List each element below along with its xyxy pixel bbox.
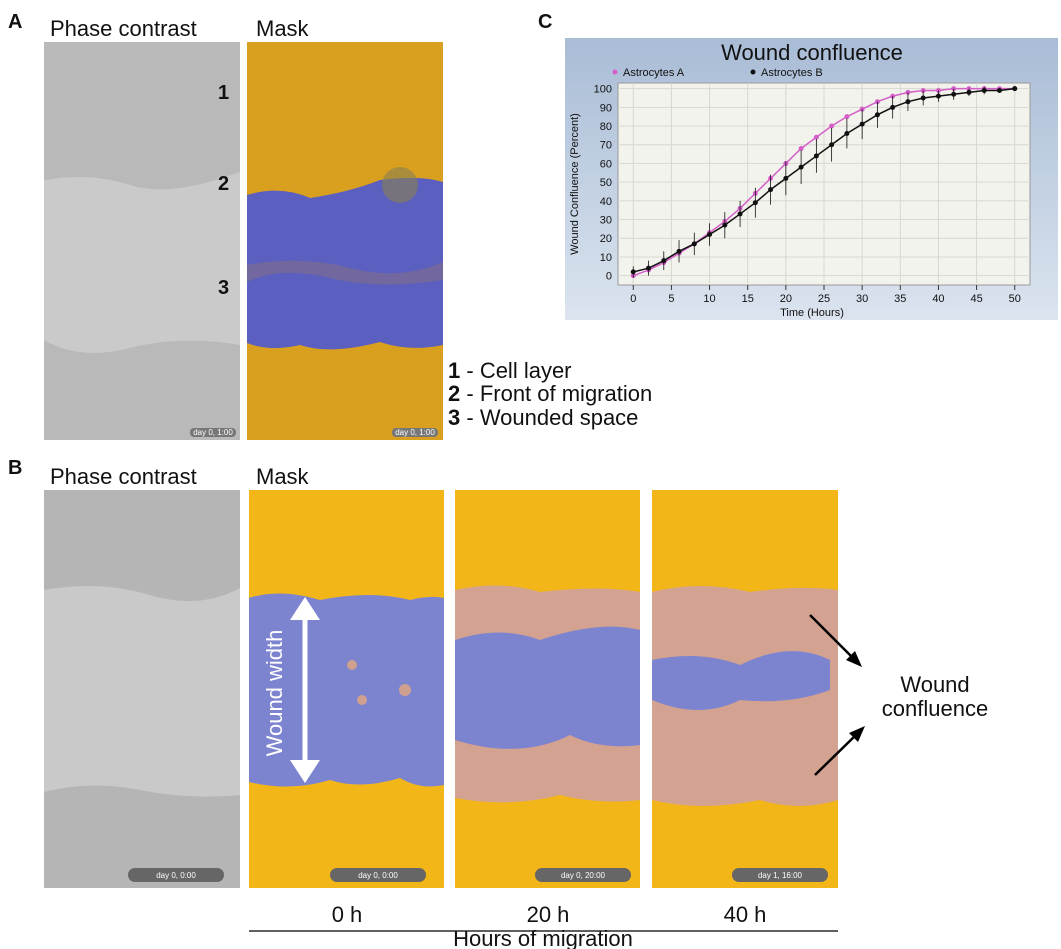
panel-label: B [8,457,22,479]
point [661,258,667,264]
wound-width-arrow [290,597,320,783]
point [844,131,850,136]
timestamp: day 1, 16:00 [758,871,803,880]
point [646,265,652,271]
point [768,187,774,193]
phase-image: day 0, 0:00 [44,490,240,888]
x-tick-label: 30 [856,293,868,305]
point [905,99,911,105]
column-title: Phase contrast [50,464,197,489]
x-tick-label: 0 [630,293,636,305]
y-tick-label: 50 [600,177,612,189]
point [707,232,713,237]
point [844,114,850,120]
point [920,95,926,101]
mask-image: day 1, 16:00 [652,490,838,888]
y-tick-label: 0 [606,271,612,283]
x-tick-label: 20 [780,293,792,305]
x-tick-label: 40 [932,293,944,305]
legend-label: Astrocytes B [761,67,823,79]
point [859,121,865,127]
chart: 0 10 20 30 40 50 60 70 80 90 100 0 5 10 15 20 25 30 35 40 45… [594,67,1030,305]
column-title: Mask [256,464,310,489]
point [874,112,880,118]
x-tick-label: 35 [894,293,906,305]
point [966,89,972,95]
phase-image: day 0, 1:00 [44,42,240,440]
y-tick-label: 20 [600,233,612,245]
point [813,134,819,140]
timestamp: day 0, 20:00 [561,871,606,880]
timestamp: day 0, 0:00 [358,871,398,880]
legend-label: Astrocytes A [623,67,685,79]
point [783,175,789,181]
confluence-arrows [809,614,865,776]
panel-label: A [8,11,22,33]
region-marker: 1 [218,82,229,104]
point [935,93,941,99]
x-axis-label: Time (Hours) [780,307,844,319]
series-line [633,87,1015,273]
point [722,222,728,228]
legend-entry: 2 - Front of migration [448,381,652,406]
y-tick-label: 100 [594,84,612,96]
region-marker: 3 [218,277,229,299]
x-tick-label: 15 [742,293,754,305]
point [829,142,835,148]
point [981,87,987,93]
y-tick-label: 60 [600,158,612,170]
y-tick-label: 90 [600,102,612,114]
timestamp: day 0, 0:00 [156,871,196,880]
x-tick-label: 10 [703,293,715,305]
point [676,248,682,254]
mask-image: day 0, 0:00 [249,490,444,888]
y-axis-label: Wound Confluence (Percent) [569,113,581,255]
hour-label: 40 h [724,902,767,927]
x-tick-label: 5 [668,293,674,305]
column-title: Mask [256,16,310,41]
confluence-label: Wound [900,672,969,697]
y-tick-label: 70 [600,140,612,152]
region-marker: 2 [218,173,229,195]
legend-marker [612,69,618,75]
y-tick-label: 10 [600,252,612,264]
point [798,164,804,170]
x-tick-label: 50 [1009,293,1021,305]
mask-image: day 0, 1:00 [247,42,443,440]
point [829,123,835,129]
point [1012,86,1018,92]
point [752,200,758,206]
point [890,104,896,110]
point [798,145,804,151]
point [951,91,957,97]
point [691,241,697,247]
hour-label: 0 h [332,902,363,927]
wound-width-label: Wound width [262,630,287,757]
timestamp: day 0, 1:00 [395,428,435,437]
legend-entry: 3 - Wounded space [448,405,638,430]
legend-a: 1 - Cell layer 2 - Front of migration 3 … [448,358,652,430]
mask-image: day 0, 20:00 [455,490,640,888]
hour-label: 20 h [527,902,570,927]
panel-label: C [538,11,552,33]
point [813,153,819,159]
y-tick-label: 40 [600,196,612,208]
y-tick-label: 30 [600,215,612,227]
point [737,211,743,217]
point [630,269,636,275]
x-tick-label: 25 [818,293,830,305]
legend-entry: 1 - Cell layer [448,358,572,383]
y-tick-label: 80 [600,121,612,133]
timestamp: day 0, 1:00 [193,428,233,437]
x-axis-title: Hours of migration [453,926,633,949]
point [996,87,1002,93]
legend-marker [750,69,756,75]
x-tick-label: 45 [970,293,982,305]
chart-title: Wound confluence [721,40,903,65]
column-title: Phase contrast [50,16,197,41]
confluence-label: confluence [882,696,988,721]
